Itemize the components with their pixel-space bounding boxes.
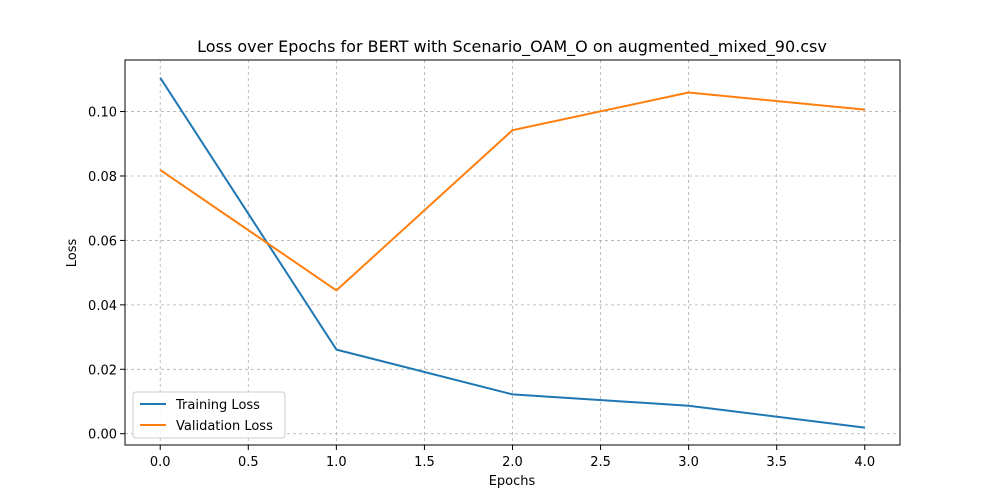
legend: Training Loss Validation Loss: [132, 391, 286, 439]
x-tick-label: 1.0: [326, 455, 347, 470]
series-layer: [159, 77, 865, 429]
x-axis-label: Epochs: [489, 474, 536, 489]
legend-label-validation: Validation Loss: [176, 419, 273, 434]
legend-box: [132, 391, 286, 439]
x-tick-label: 4.0: [854, 455, 875, 470]
legend-label-training: Training Loss: [175, 398, 260, 413]
x-tick-label: 0.0: [150, 455, 171, 470]
y-tick-label: 0.02: [88, 363, 117, 378]
x-tick-label: 2.0: [502, 455, 523, 470]
x-tick-label: 1.5: [414, 455, 435, 470]
y-tick-label: 0.04: [88, 299, 117, 314]
y-tick-label: 0.08: [88, 170, 117, 185]
x-tick-label: 0.5: [238, 455, 259, 470]
series-line-0: [159, 77, 865, 429]
y-tick-label: 0.06: [88, 234, 117, 249]
y-axis-label: Loss: [65, 239, 80, 268]
y-tick-label: 0.00: [88, 428, 117, 443]
x-tick-label: 3.0: [678, 455, 699, 470]
series-line-1: [159, 91, 865, 292]
tick-layer: 0.0 0.5 1.0 1.5 2.0 2.5 3.0 3.5 4.0 0.00 0.02 0.04 0…: [88, 106, 875, 470]
chart-title: Loss over Epochs for BERT with Scenario_…: [197, 37, 827, 57]
x-tick-label: 2.5: [590, 455, 611, 470]
y-tick-label: 0.10: [88, 106, 117, 121]
grid-layer: [125, 60, 900, 445]
x-tick-label: 3.5: [766, 455, 787, 470]
